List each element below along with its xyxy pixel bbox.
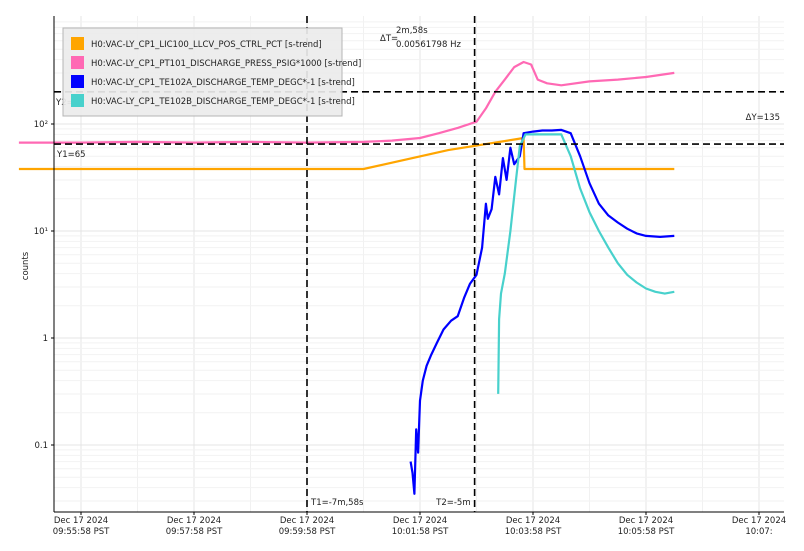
cursor-t2-label: T2=-5m <box>435 498 470 508</box>
legend-swatch-3 <box>71 75 84 88</box>
series-line-4 <box>497 133 675 394</box>
cursor-t1-label: T1=-7m,58s <box>310 498 364 508</box>
legend-swatch-4 <box>71 94 84 107</box>
delta-y-label: ΔY=135 <box>746 113 780 123</box>
legend-swatch-2 <box>71 56 84 69</box>
x-tick-label-date: Dec 17 2024 <box>280 516 334 526</box>
legend-label-1: H0:VAC-LY_CP1_LIC100_LLCV_POS_CTRL_PCT [… <box>91 40 322 50</box>
x-tick-label-date: Dec 17 2024 <box>619 516 673 526</box>
x-tick-label-time: 10:03:58 PST <box>505 527 562 537</box>
series-layer <box>18 60 675 495</box>
x-tick-label-time: 09:59:58 PST <box>279 527 336 537</box>
series-line-3 <box>409 128 675 495</box>
cursor-y1-label: Y1=65 <box>56 150 86 160</box>
x-tick-label-date: Dec 17 2024 <box>167 516 221 526</box>
x-tick-label-time: 09:55:58 PST <box>53 527 110 537</box>
y-axis-label: counts <box>21 251 31 280</box>
x-tick-label-time: 10:05:58 PST <box>618 527 675 537</box>
legend[interactable]: H0:VAC-LY_CP1_LIC100_LLCV_POS_CTRL_PCT [… <box>62 27 361 117</box>
x-tick-label-date: Dec 17 2024 <box>54 516 108 526</box>
delta-t-label: ΔT= <box>380 34 398 44</box>
legend-swatch-1 <box>71 37 84 50</box>
y-tick-label: 10² <box>34 120 48 130</box>
x-tick-label-time: 10:07: <box>745 527 772 537</box>
x-tick-label-time: 10:01:58 PST <box>392 527 449 537</box>
legend-box <box>62 27 343 117</box>
y-tick-label: 10¹ <box>34 227 48 237</box>
y-tick-label: 1 <box>43 334 48 344</box>
delta-t-frequency: 0.00561798 Hz <box>396 40 461 50</box>
x-tick-label-date: Dec 17 2024 <box>506 516 560 526</box>
legend-label-2: H0:VAC-LY_CP1_PT101_DISCHARGE_PRESS_PSIG… <box>91 59 361 69</box>
legend-label-4: H0:VAC-LY_CP1_TE102B_DISCHARGE_TEMP_DEGC… <box>91 97 355 107</box>
y-tick-label: 0.1 <box>34 441 48 451</box>
legend-label-3: H0:VAC-LY_CP1_TE102A_DISCHARGE_TEMP_DEGC… <box>91 78 355 88</box>
x-tick-label-time: 09:57:58 PST <box>166 527 223 537</box>
x-tick-label-date: Dec 17 2024 <box>732 516 786 526</box>
delta-t-value: 2m,58s <box>396 26 428 36</box>
series-line-2 <box>18 60 675 144</box>
x-tick-label-date: Dec 17 2024 <box>393 516 447 526</box>
